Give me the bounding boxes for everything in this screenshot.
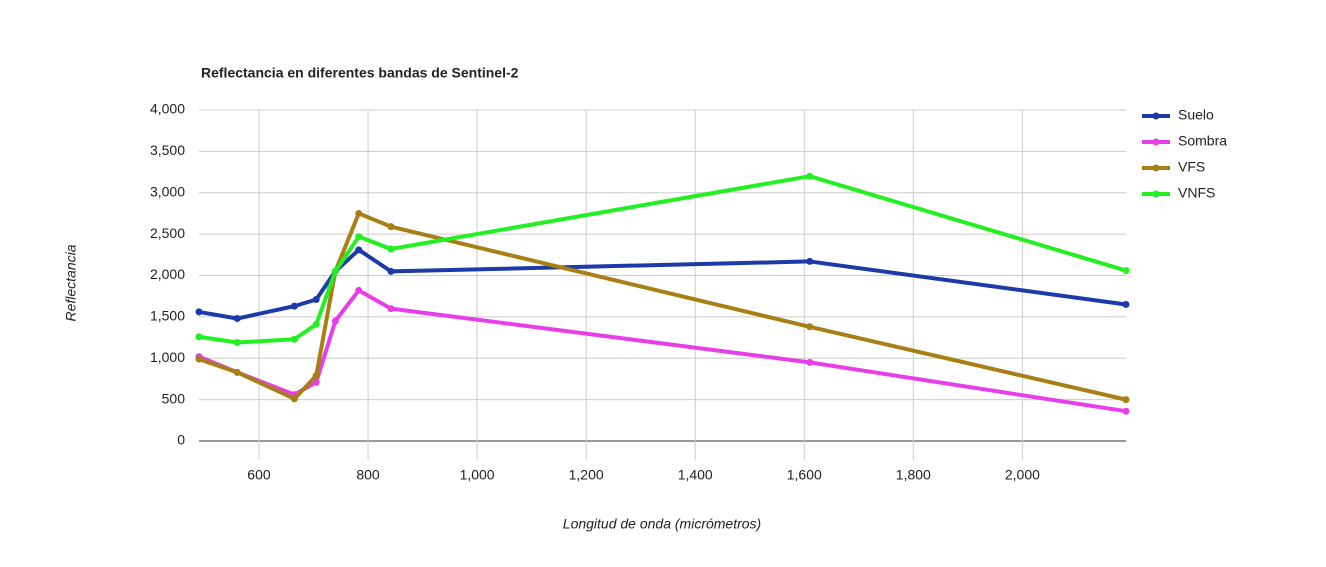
point bbox=[387, 223, 395, 231]
legend-label: Suelo bbox=[1178, 107, 1214, 123]
legend-marker bbox=[1152, 190, 1160, 198]
point bbox=[195, 308, 203, 316]
point bbox=[355, 286, 363, 294]
point bbox=[387, 305, 395, 313]
point bbox=[233, 368, 241, 376]
point bbox=[355, 233, 363, 241]
point bbox=[195, 355, 203, 363]
y-tick-label: 2,000 bbox=[150, 266, 185, 282]
point bbox=[312, 372, 320, 380]
legend-marker bbox=[1152, 138, 1160, 146]
point bbox=[290, 302, 298, 310]
point bbox=[331, 317, 339, 325]
y-tick-label: 4,000 bbox=[150, 101, 185, 117]
legend-marker bbox=[1152, 164, 1160, 172]
y-axis-label: Reflectancia bbox=[63, 244, 79, 321]
legend-label: VNFS bbox=[1178, 185, 1215, 201]
y-tick-label: 3,500 bbox=[150, 142, 185, 158]
point bbox=[290, 395, 298, 403]
y-tick-label: 0 bbox=[177, 432, 185, 448]
point bbox=[1122, 396, 1130, 404]
point bbox=[312, 320, 320, 328]
x-axis-label: Longitud de onda (micrómetros) bbox=[563, 516, 761, 532]
point bbox=[1122, 267, 1130, 275]
x-tick-label: 1,200 bbox=[569, 467, 604, 483]
legend-marker bbox=[1152, 112, 1160, 120]
point bbox=[387, 267, 395, 275]
legend-label: VFS bbox=[1178, 159, 1205, 175]
point bbox=[331, 267, 339, 275]
x-tick-label: 600 bbox=[247, 467, 271, 483]
chart-title: Reflectancia en diferentes bandas de Sen… bbox=[201, 65, 519, 81]
x-tick-label: 1,400 bbox=[678, 467, 713, 483]
x-tick-label: 1,000 bbox=[460, 467, 495, 483]
point bbox=[806, 257, 814, 265]
point bbox=[312, 295, 320, 303]
x-tick-label: 800 bbox=[356, 467, 380, 483]
point bbox=[806, 358, 814, 366]
legend-label: Sombra bbox=[1178, 133, 1227, 149]
x-tick-label: 1,600 bbox=[787, 467, 822, 483]
point bbox=[387, 245, 395, 253]
y-tick-label: 1,500 bbox=[150, 308, 185, 324]
point bbox=[195, 333, 203, 341]
y-tick-label: 1,000 bbox=[150, 349, 185, 365]
point bbox=[1122, 300, 1130, 308]
point bbox=[233, 315, 241, 323]
x-tick-label: 2,000 bbox=[1005, 467, 1040, 483]
point bbox=[806, 323, 814, 331]
point bbox=[806, 172, 814, 180]
point bbox=[233, 339, 241, 347]
point bbox=[355, 209, 363, 217]
y-tick-label: 3,000 bbox=[150, 183, 185, 199]
point bbox=[355, 246, 363, 254]
point bbox=[312, 378, 320, 386]
y-tick-label: 500 bbox=[162, 390, 186, 406]
point bbox=[1122, 407, 1130, 415]
x-tick-label: 1,800 bbox=[896, 467, 931, 483]
y-tick-label: 2,500 bbox=[150, 225, 185, 241]
point bbox=[290, 335, 298, 343]
